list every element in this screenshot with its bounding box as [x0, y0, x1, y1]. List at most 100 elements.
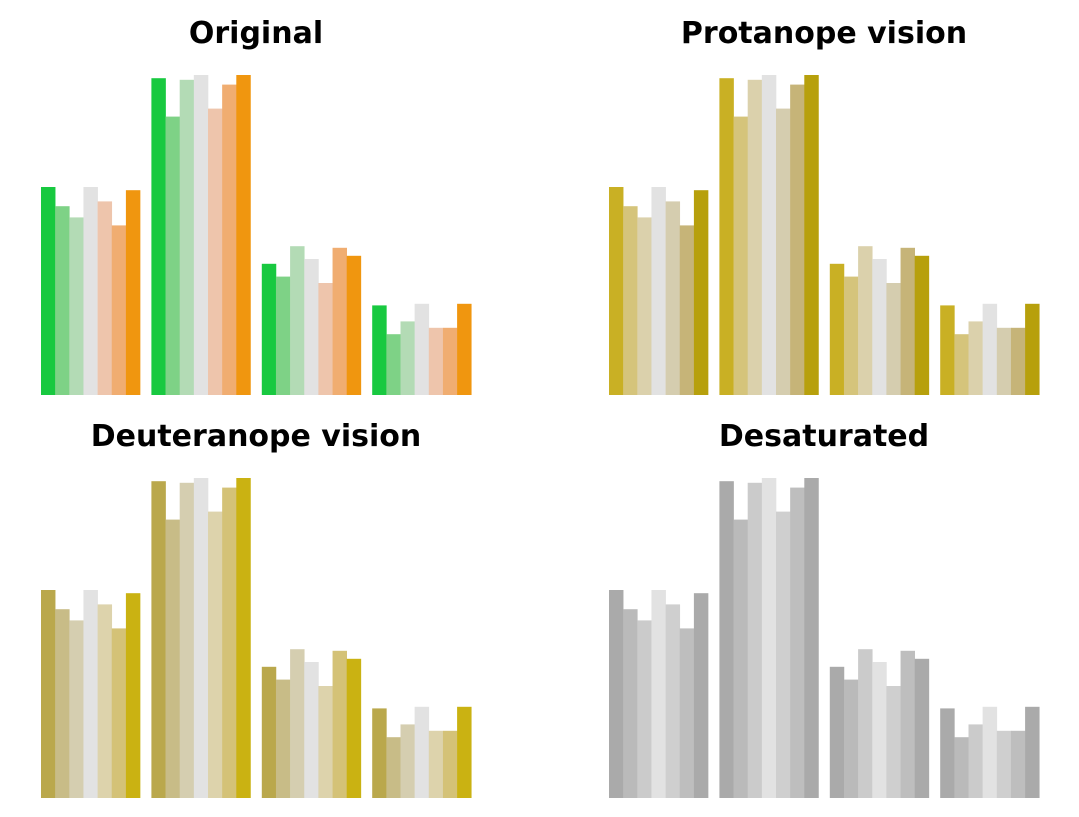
bar-p0-g0-s6	[125, 190, 141, 395]
bar-p0-g2-s1	[275, 276, 291, 395]
bar-p2-g3-s4	[428, 730, 444, 798]
bar-p2-g0-s1	[55, 609, 70, 798]
bar-p0-g1-s0	[151, 78, 166, 395]
bar-p0-g3-s2	[400, 321, 415, 395]
bar-p2-g2-s3	[304, 662, 319, 798]
bar-p2-g1-s0	[151, 481, 166, 798]
bar-p2-g0-s0	[41, 590, 56, 798]
bar-p3-g1-s0	[719, 481, 734, 798]
bar-p2-g1-s4	[208, 511, 223, 798]
bar-p3-g0-s4	[665, 604, 681, 798]
bar-p2-g1-s6	[236, 478, 251, 798]
bar-p3-g3-s5	[1010, 730, 1026, 798]
bar-p1-g3-s3	[982, 303, 998, 395]
bar-p1-g2-s3	[872, 259, 887, 395]
bar-p3-g0-s2	[637, 620, 652, 798]
bar-p2-g3-s1	[386, 737, 401, 798]
bar-p2-g0-s5	[111, 628, 127, 798]
bar-p0-g0-s0	[41, 187, 56, 395]
bar-p0-g2-s4	[318, 283, 333, 395]
bar-p2-g1-s1	[165, 519, 180, 798]
bar-p0-g2-s3	[304, 259, 319, 395]
bar-p1-g1-s2	[747, 79, 763, 396]
bar-p1-g0-s0	[609, 187, 624, 395]
panel-title-protanope: Protanope vision	[681, 16, 967, 51]
bar-p1-g3-s6	[1025, 303, 1040, 395]
bar-p1-g0-s1	[623, 206, 638, 395]
bar-p0-g1-s4	[208, 108, 223, 395]
bar-p3-g0-s5	[679, 628, 695, 798]
bar-p1-g3-s5	[1010, 327, 1026, 395]
bar-p3-g0-s1	[623, 609, 638, 798]
bar-p0-g2-s2	[290, 246, 305, 395]
bar-p2-g0-s4	[97, 604, 113, 798]
bar-p1-g3-s0	[940, 305, 955, 395]
bar-p2-g1-s2	[179, 482, 195, 798]
bar-p1-g1-s0	[719, 78, 734, 395]
bar-p1-g2-s2	[858, 246, 873, 395]
bar-p3-g3-s6	[1025, 706, 1040, 798]
bar-p3-g1-s3	[761, 478, 777, 798]
bar-p3-g2-s1	[843, 679, 859, 798]
bar-p0-g2-s5	[332, 247, 347, 395]
bar-p1-g1-s6	[804, 75, 819, 395]
bar-p2-g2-s5	[332, 650, 347, 798]
panel-desaturated: Desaturated	[609, 419, 1040, 798]
bar-p1-g1-s5	[790, 84, 805, 395]
bar-p1-g2-s6	[914, 255, 930, 395]
bar-p1-g2-s0	[829, 263, 845, 395]
bar-p0-g1-s5	[222, 84, 237, 395]
panel-title-original: Original	[189, 16, 323, 51]
bar-p0-g1-s2	[179, 79, 195, 396]
bar-p2-g3-s6	[457, 706, 472, 798]
bar-p0-g3-s6	[457, 303, 472, 395]
bar-p2-g3-s5	[442, 730, 458, 798]
bar-p3-g3-s0	[940, 708, 955, 798]
bar-p0-g3-s5	[442, 327, 458, 395]
bar-p2-g1-s3	[193, 478, 209, 798]
bar-p2-g0-s6	[125, 593, 141, 798]
bar-p1-g2-s1	[843, 276, 859, 395]
bar-p3-g2-s4	[886, 686, 901, 798]
bar-p3-g2-s0	[829, 666, 845, 798]
panel-title-desaturated: Desaturated	[719, 419, 929, 454]
bar-p2-g2-s0	[261, 666, 277, 798]
bar-p0-g3-s1	[386, 334, 401, 395]
bar-p0-g0-s2	[69, 217, 84, 395]
panel-deuteranope: Deuteranope vision	[41, 419, 472, 798]
bars-protanope	[609, 75, 1040, 396]
bar-p3-g0-s6	[693, 593, 709, 798]
bar-p3-g2-s3	[872, 662, 887, 798]
bar-p3-g1-s1	[733, 519, 748, 798]
bar-p0-g0-s3	[83, 187, 98, 395]
bar-p2-g2-s6	[346, 658, 362, 798]
bar-p1-g2-s5	[900, 247, 915, 395]
bar-p3-g1-s5	[790, 487, 805, 798]
bar-p3-g2-s6	[914, 658, 930, 798]
bar-p1-g1-s4	[776, 108, 791, 395]
bar-p0-g3-s3	[414, 303, 430, 395]
bar-p0-g2-s0	[261, 263, 277, 395]
bar-p2-g2-s2	[290, 649, 305, 798]
bar-p0-g3-s4	[428, 327, 444, 395]
bar-p3-g1-s4	[776, 511, 791, 798]
bar-p1-g2-s4	[886, 283, 901, 395]
bar-p2-g3-s0	[372, 708, 387, 798]
bar-p2-g0-s3	[83, 590, 98, 798]
panel-protanope: Protanope vision	[609, 16, 1040, 396]
bar-p2-g3-s3	[414, 706, 430, 798]
bar-p2-g1-s5	[222, 487, 237, 798]
bar-p3-g3-s1	[954, 737, 969, 798]
bar-p3-g1-s6	[804, 478, 819, 798]
bar-p2-g0-s2	[69, 620, 84, 798]
bar-p0-g1-s3	[193, 75, 209, 395]
panel-original: Original	[41, 16, 472, 396]
bar-p0-g0-s5	[111, 225, 127, 395]
bar-p3-g2-s2	[858, 649, 873, 798]
bar-p3-g1-s2	[747, 482, 763, 798]
bars-deuteranope	[41, 478, 472, 798]
panel-title-deuteranope: Deuteranope vision	[91, 419, 422, 454]
bar-p2-g2-s1	[275, 679, 291, 798]
bar-p1-g0-s2	[637, 217, 652, 395]
